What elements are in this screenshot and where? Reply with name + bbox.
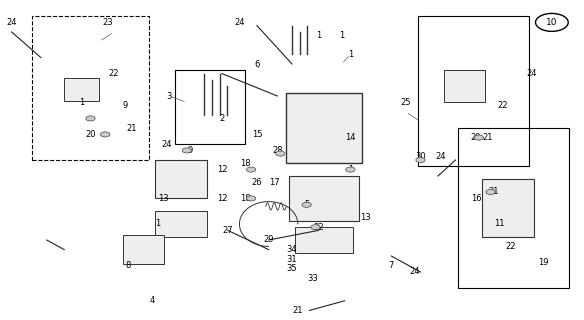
Text: 24: 24 bbox=[526, 69, 537, 78]
Circle shape bbox=[486, 189, 495, 195]
Text: 9: 9 bbox=[123, 101, 128, 110]
Text: 22: 22 bbox=[109, 69, 119, 78]
Text: 18: 18 bbox=[240, 194, 251, 203]
Bar bbox=[295, 227, 353, 253]
Circle shape bbox=[86, 116, 95, 121]
Circle shape bbox=[276, 151, 285, 156]
Text: 33: 33 bbox=[307, 274, 318, 283]
Circle shape bbox=[416, 157, 425, 163]
Text: 24: 24 bbox=[409, 268, 420, 276]
Text: 7: 7 bbox=[388, 261, 394, 270]
Text: 25: 25 bbox=[401, 98, 411, 107]
Text: 20: 20 bbox=[471, 133, 481, 142]
Bar bbox=[444, 70, 485, 102]
Text: 1: 1 bbox=[316, 31, 321, 40]
Text: 12: 12 bbox=[217, 165, 227, 174]
Text: 35: 35 bbox=[287, 264, 297, 273]
Text: 31: 31 bbox=[287, 255, 297, 264]
Text: 1: 1 bbox=[339, 31, 344, 40]
Text: 1: 1 bbox=[348, 50, 353, 59]
Text: 4: 4 bbox=[150, 296, 154, 305]
Text: 32: 32 bbox=[313, 223, 324, 232]
Circle shape bbox=[311, 225, 320, 230]
Text: 24: 24 bbox=[234, 18, 245, 27]
Bar bbox=[64, 78, 99, 101]
Bar bbox=[155, 160, 207, 198]
Bar bbox=[286, 93, 362, 163]
Text: 24: 24 bbox=[436, 152, 446, 161]
Text: 21: 21 bbox=[293, 306, 303, 315]
Text: 24: 24 bbox=[161, 140, 172, 148]
Bar bbox=[123, 235, 164, 264]
Text: 21: 21 bbox=[126, 124, 137, 132]
Text: 17: 17 bbox=[269, 178, 280, 187]
Text: 27: 27 bbox=[223, 226, 233, 235]
Circle shape bbox=[246, 196, 256, 201]
Text: 26: 26 bbox=[252, 178, 262, 187]
Text: 30: 30 bbox=[415, 152, 426, 161]
Text: 3: 3 bbox=[166, 92, 172, 100]
Bar bbox=[289, 176, 359, 221]
Text: 12: 12 bbox=[217, 194, 227, 203]
Text: 2: 2 bbox=[220, 114, 224, 123]
Text: 21: 21 bbox=[488, 188, 499, 196]
Text: 22: 22 bbox=[497, 101, 507, 110]
Text: 8: 8 bbox=[126, 261, 131, 270]
Circle shape bbox=[302, 202, 311, 207]
Text: 20: 20 bbox=[85, 130, 96, 139]
Text: 5: 5 bbox=[304, 200, 309, 209]
Text: 24: 24 bbox=[6, 18, 17, 27]
Text: 10: 10 bbox=[546, 18, 558, 27]
Text: 16: 16 bbox=[471, 194, 481, 203]
Text: 1: 1 bbox=[155, 220, 160, 228]
Text: 9: 9 bbox=[187, 146, 192, 155]
Text: 15: 15 bbox=[252, 130, 262, 139]
Text: 6: 6 bbox=[254, 60, 260, 68]
Circle shape bbox=[474, 135, 484, 140]
Text: 1: 1 bbox=[348, 165, 353, 174]
Text: 19: 19 bbox=[538, 258, 548, 267]
Text: 28: 28 bbox=[272, 146, 283, 155]
Circle shape bbox=[182, 148, 192, 153]
Text: 1: 1 bbox=[79, 98, 84, 107]
Text: 21: 21 bbox=[482, 133, 493, 142]
Text: 22: 22 bbox=[506, 242, 516, 251]
Circle shape bbox=[346, 167, 355, 172]
Bar bbox=[482, 179, 534, 237]
Text: 23: 23 bbox=[103, 18, 113, 27]
Text: 18: 18 bbox=[240, 159, 251, 168]
Circle shape bbox=[100, 132, 110, 137]
Text: 14: 14 bbox=[345, 133, 356, 142]
Text: 29: 29 bbox=[263, 236, 274, 244]
Circle shape bbox=[246, 167, 256, 172]
Text: 11: 11 bbox=[494, 220, 505, 228]
Bar bbox=[155, 211, 207, 237]
Text: 13: 13 bbox=[360, 213, 370, 222]
Text: 34: 34 bbox=[287, 245, 297, 254]
Text: 13: 13 bbox=[158, 194, 169, 203]
